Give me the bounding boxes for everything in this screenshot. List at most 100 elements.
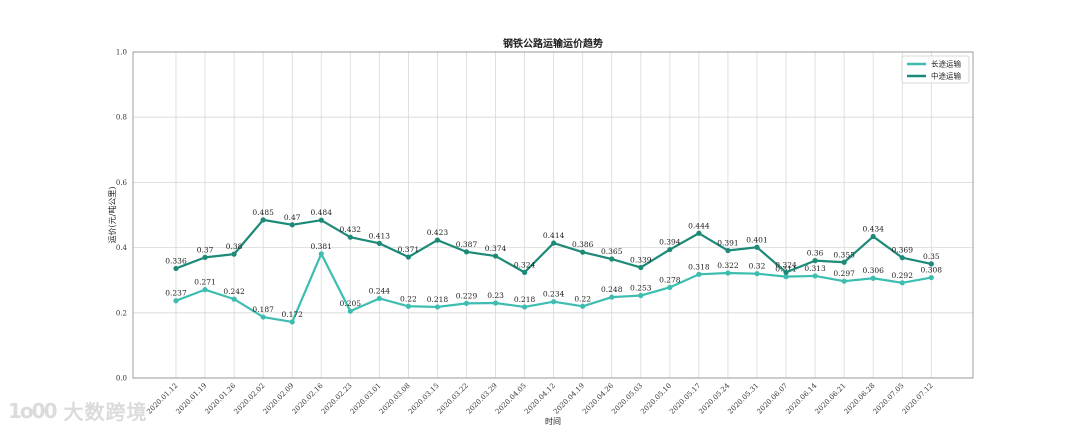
data-point-s1-17 (667, 284, 673, 290)
data-point-s2-14 (580, 249, 586, 255)
data-label-s2-15: 0.365 (601, 247, 623, 256)
data-point-s1-25 (899, 280, 905, 286)
data-point-s1-26 (928, 274, 934, 281)
series-layer: 0.237 0.271 0.242 0.187 0.172 0.381 0.205 0.244… (165, 208, 942, 325)
data-point-s1-4 (289, 319, 295, 325)
data-point-s2-22 (812, 258, 818, 264)
data-point-s2-1 (202, 254, 208, 260)
data-label-s2-23: 0.355 (833, 250, 855, 259)
data-label-s2-6: 0.432 (340, 225, 362, 234)
data-point-s1-21 (783, 274, 789, 280)
data-point-s2-4 (289, 222, 295, 228)
data-label-s2-1: 0.37 (197, 245, 214, 254)
data-label-s2-16: 0.339 (630, 255, 652, 264)
data-label-s2-19: 0.391 (717, 239, 738, 248)
data-label-s2-26: 0.35 (923, 252, 940, 261)
data-point-s1-0 (173, 298, 179, 304)
data-label-s1-11: 0.23 (487, 291, 504, 300)
data-point-s1-13 (551, 299, 557, 305)
data-point-s2-8 (405, 254, 411, 260)
data-label-s1-1: 0.271 (194, 278, 215, 287)
x-tick-label-26: 2020.07.12 (901, 382, 935, 416)
data-label-s1-16: 0.253 (630, 284, 652, 293)
data-label-s2-22: 0.36 (807, 249, 824, 258)
data-label-s2-11: 0.374 (485, 244, 507, 253)
watermark-logo: 1o00 (8, 398, 57, 423)
x-axis-label: 时间 (545, 416, 561, 426)
data-point-s1-19 (725, 270, 731, 276)
data-label-s1-0: 0.237 (165, 289, 187, 298)
data-label-s1-22: 0.313 (804, 264, 826, 273)
data-label-s1-24: 0.306 (862, 266, 884, 275)
data-point-s2-9 (434, 237, 441, 243)
data-point-s1-18 (696, 271, 702, 277)
y-axis-ticks: 0.0 0.2 0.4 0.6 0.8 1.0 (116, 49, 128, 383)
data-point-s1-11 (492, 300, 499, 306)
data-label-s1-19: 0.322 (717, 261, 739, 270)
legend-label-series-2: 中途运输 (931, 71, 961, 81)
data-label-s1-8: 0.22 (400, 294, 417, 303)
y-tick-label-4: 0.8 (116, 114, 127, 122)
data-label-s2-5: 0.484 (311, 208, 333, 217)
data-label-s1-21: 0.311 (775, 265, 796, 274)
data-label-s2-0: 0.336 (165, 256, 187, 265)
data-point-s2-6 (347, 234, 353, 240)
data-point-s1-7 (376, 295, 382, 302)
legend-label-series-1: 长途运输 (931, 59, 961, 69)
data-label-s1-13: 0.234 (543, 290, 565, 299)
y-tick-label-0: 0.0 (116, 375, 127, 383)
data-point-s2-16 (638, 264, 644, 271)
data-point-s2-26 (928, 261, 934, 267)
data-label-s2-2: 0.38 (226, 242, 243, 251)
y-axis-label: 运价(元/吨公里) (107, 187, 117, 244)
data-label-s2-8: 0.371 (398, 245, 419, 254)
series-1: 0.237 0.271 0.242 0.187 0.172 0.381 0.205 0.244… (165, 242, 942, 325)
data-label-s1-10: 0.229 (456, 291, 478, 300)
data-point-s2-24 (870, 233, 876, 240)
watermark: 1o00 大数跨境 (8, 396, 148, 425)
data-label-s2-24: 0.434 (862, 225, 884, 234)
data-point-s2-17 (667, 246, 673, 253)
data-point-s2-13 (551, 240, 557, 246)
data-point-s2-25 (899, 255, 905, 261)
plot-frame (132, 51, 974, 379)
data-label-s2-10: 0.387 (456, 240, 478, 249)
data-label-s1-25: 0.292 (892, 271, 914, 280)
data-point-s1-2 (231, 296, 237, 302)
data-label-s1-15: 0.248 (601, 285, 623, 294)
data-point-s1-16 (638, 292, 644, 299)
data-label-s1-26: 0.308 (921, 266, 943, 275)
data-point-s2-11 (492, 253, 499, 259)
data-point-s1-12 (522, 304, 528, 310)
data-point-s2-12 (522, 269, 528, 275)
data-label-s2-25: 0.369 (892, 246, 914, 255)
data-point-s2-10 (463, 249, 470, 255)
data-label-s2-20: 0.401 (746, 235, 767, 244)
data-label-s2-4: 0.47 (284, 213, 301, 222)
data-label-s2-18: 0.444 (688, 221, 710, 230)
data-label-s1-6: 0.205 (340, 299, 362, 308)
y-tick-label-5: 1.0 (116, 49, 127, 57)
data-label-s2-13: 0.414 (543, 231, 565, 240)
data-label-s2-9: 0.423 (427, 228, 449, 237)
x-axis-ticks: 2020.01.122020.01.192020.01.262020.02.02… (145, 381, 934, 415)
data-label-s1-3: 0.187 (252, 305, 274, 314)
data-point-s2-15 (609, 256, 615, 262)
legend: 长途运输 中途运输 (901, 55, 970, 84)
data-point-s2-20 (754, 244, 760, 250)
data-point-s1-9 (434, 304, 441, 310)
data-point-s1-6 (347, 308, 353, 314)
y-tick-label-1: 0.2 (116, 309, 127, 317)
data-label-s1-9: 0.218 (427, 295, 449, 304)
data-point-s1-24 (870, 275, 876, 281)
data-point-s2-3 (260, 217, 266, 223)
data-label-s1-18: 0.318 (688, 262, 710, 271)
data-point-s2-19 (725, 247, 731, 254)
data-point-s1-15 (609, 294, 615, 300)
data-point-s2-5 (318, 217, 324, 223)
data-point-s1-20 (754, 271, 760, 277)
data-point-s2-23 (841, 259, 847, 265)
data-label-s1-20: 0.32 (749, 262, 766, 271)
chart-title: 钢铁公路运输运价趋势 (503, 37, 603, 50)
